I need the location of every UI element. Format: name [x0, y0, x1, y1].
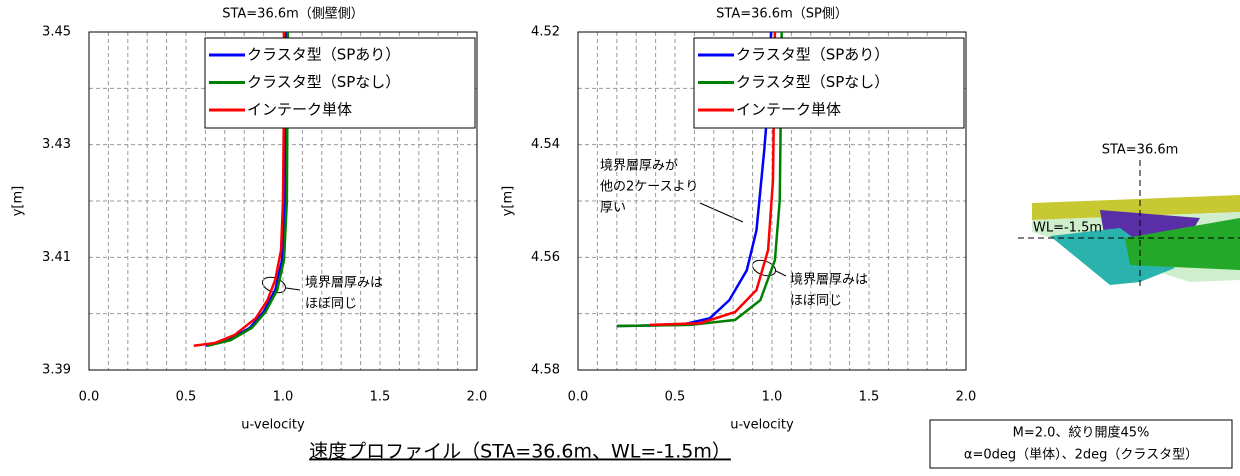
y-tick-label: 4.56	[531, 250, 560, 265]
figure-caption: 速度プロファイル（STA=36.6m、WL=-1.5m）	[309, 441, 731, 463]
chart-title: STA=36.6m（側壁側）	[222, 7, 364, 22]
x-tick-label: 1.0	[762, 390, 783, 405]
x-tick-label: 2.0	[956, 390, 977, 405]
chart-title: STA=36.6m（SP側）	[716, 7, 848, 22]
water-line-label: WL=-1.5m	[1033, 221, 1102, 236]
y-tick-label: 3.41	[42, 250, 71, 265]
x-tick-label: 1.5	[370, 390, 391, 405]
figure: STA=36.6m WL=-1.5m M=2.0、絞り開度45% α=0deg（…	[0, 0, 1240, 472]
y-tick-label: 4.54	[531, 137, 560, 152]
x-tick-label: 1.5	[859, 390, 880, 405]
annotation: 厚い	[600, 201, 626, 216]
x-tick-label: 0.0	[79, 390, 100, 405]
x-tick-label: 2.0	[467, 390, 488, 405]
conditions-line: M=2.0、絞り開度45%	[1013, 425, 1150, 441]
legend-label: クラスタ型（SPあり）	[247, 46, 400, 64]
legend-label: クラスタ型（SPあり）	[736, 46, 889, 64]
annotation: 境界層厚みが	[600, 159, 678, 174]
legend-label: クラスタ型（SPなし）	[247, 73, 400, 91]
y-tick-label: 3.43	[42, 137, 71, 152]
annotation: 他の2ケースより	[600, 180, 698, 195]
x-tick-label: 1.0	[273, 390, 294, 405]
conditions-line: α=0deg（単体）、2deg（クラスタ型）	[964, 447, 1198, 463]
page: STA=36.6m WL=-1.5m M=2.0、絞り開度45% α=0deg（…	[0, 0, 1240, 476]
x-axis-label: u-velocity	[241, 418, 305, 433]
legend-label: クラスタ型（SPなし）	[736, 73, 889, 91]
y-tick-label: 4.58	[531, 363, 560, 378]
annotation: 境界層厚みは	[305, 276, 383, 291]
annotation: ほぼ同じ	[305, 297, 357, 312]
y-tick-label: 4.52	[531, 25, 560, 40]
y-tick-label: 3.39	[42, 363, 71, 378]
x-tick-label: 0.0	[568, 390, 589, 405]
y-tick-label: 3.45	[42, 25, 71, 40]
x-tick-label: 0.5	[176, 390, 197, 405]
annotation: ほぼ同じ	[790, 294, 842, 309]
x-axis-label: u-velocity	[730, 418, 794, 433]
legend-label: インテーク単体	[736, 101, 841, 119]
y-axis-label: y[m]	[501, 186, 516, 217]
y-axis-label: y[m]	[11, 186, 26, 217]
station-label: STA=36.6m	[1102, 143, 1179, 158]
legend-label: インテーク単体	[247, 101, 352, 119]
annotation: 境界層厚みは	[790, 273, 868, 288]
x-tick-label: 0.5	[665, 390, 686, 405]
